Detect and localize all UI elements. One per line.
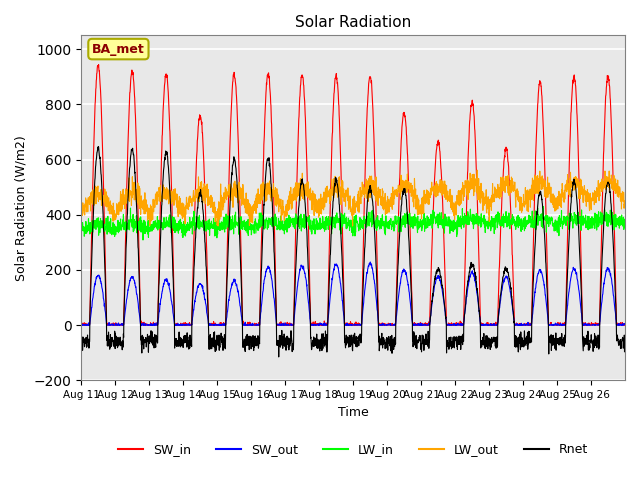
LW_in — [621, 220, 628, 226]
SW_out — [367, 259, 374, 265]
Rnet — [275, 354, 283, 360]
Line: SW_in: SW_in — [81, 65, 625, 325]
Rnet — [95, 144, 102, 150]
Rnet — [249, 333, 257, 338]
Line: LW_out: LW_out — [81, 170, 625, 226]
LW_out — [249, 203, 257, 208]
SW_in — [517, 322, 525, 328]
Line: Rnet: Rnet — [81, 147, 625, 357]
SW_in — [250, 322, 257, 328]
SW_out — [547, 321, 555, 327]
LW_in — [132, 224, 140, 230]
LW_out — [614, 193, 621, 199]
Rnet — [517, 329, 525, 335]
Legend: SW_in, SW_out, LW_in, LW_out, Rnet: SW_in, SW_out, LW_in, LW_out, Rnet — [113, 438, 593, 461]
LW_in — [77, 225, 85, 231]
Rnet — [386, 339, 394, 345]
Rnet — [77, 337, 85, 343]
LW_in — [249, 226, 257, 232]
Y-axis label: Solar Radiation (W/m2): Solar Radiation (W/m2) — [15, 135, 28, 281]
SW_in — [548, 322, 556, 328]
SW_in — [77, 321, 85, 327]
Text: BA_met: BA_met — [92, 43, 145, 56]
Title: Solar Radiation: Solar Radiation — [295, 15, 412, 30]
SW_out — [77, 322, 85, 328]
SW_out — [132, 283, 140, 289]
LW_out — [548, 192, 556, 197]
LW_out — [386, 200, 394, 205]
Rnet — [132, 184, 140, 190]
Line: LW_in: LW_in — [81, 206, 625, 240]
Rnet — [621, 339, 628, 345]
SW_out — [386, 322, 394, 328]
SW_out — [517, 322, 525, 328]
LW_in — [540, 204, 547, 209]
LW_in — [548, 216, 556, 222]
SW_out — [249, 321, 257, 327]
LW_in — [139, 237, 147, 243]
SW_in — [614, 321, 621, 326]
SW_in — [386, 322, 394, 328]
LW_out — [621, 198, 628, 204]
SW_out — [613, 322, 621, 328]
SW_in — [132, 129, 140, 134]
SW_in — [621, 322, 628, 328]
LW_in — [517, 218, 525, 224]
SW_in — [95, 62, 102, 68]
Line: SW_out: SW_out — [81, 262, 625, 325]
Rnet — [548, 342, 556, 348]
Rnet — [614, 333, 621, 339]
LW_out — [214, 223, 222, 229]
LW_out — [132, 194, 140, 200]
LW_out — [77, 202, 85, 208]
SW_out — [621, 321, 628, 327]
X-axis label: Time: Time — [338, 406, 369, 419]
LW_out — [517, 201, 525, 206]
LW_in — [614, 220, 621, 226]
LW_out — [474, 167, 481, 173]
SW_in — [77, 322, 85, 328]
LW_in — [386, 222, 394, 228]
